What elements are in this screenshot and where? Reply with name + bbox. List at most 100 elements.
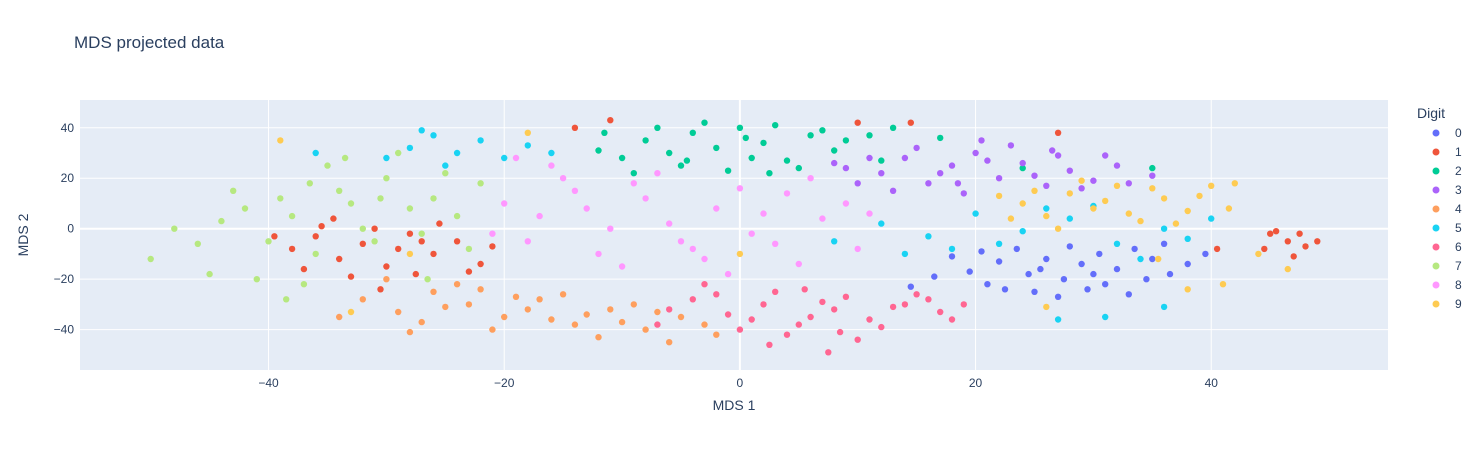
data-point-digit-6	[878, 323, 885, 331]
data-point-digit-0	[948, 253, 956, 260]
data-point-digit-9	[1125, 210, 1133, 217]
data-point-digit-0	[1131, 245, 1138, 253]
y-tick-label: −40	[54, 323, 75, 337]
data-point-digit-6	[766, 341, 773, 348]
data-point-digit-6	[901, 301, 909, 308]
data-point-digit-2	[736, 124, 744, 131]
data-point-digit-8	[701, 255, 708, 263]
data-point-digit-2	[683, 157, 691, 164]
y-axis: −40 −20 0 20 40	[54, 121, 75, 337]
data-point-digit-6	[801, 286, 808, 293]
data-point-digit-6	[701, 281, 708, 288]
data-point-digit-8	[854, 245, 861, 253]
data-point-digit-8	[630, 180, 637, 187]
data-point-digit-0	[907, 283, 914, 290]
data-point-digit-4	[595, 334, 602, 341]
legend-marker-digit-1	[1432, 148, 1440, 156]
data-point-digit-2	[783, 157, 791, 164]
data-point-digit-1	[359, 240, 366, 247]
data-point-digit-4	[465, 301, 473, 308]
data-point-digit-5	[1102, 313, 1109, 321]
data-point-digit-6	[807, 313, 814, 321]
data-point-digit-2	[1019, 164, 1026, 172]
legend-label-digit-0: 0	[1455, 126, 1462, 140]
data-point-digit-8	[536, 212, 543, 220]
points-layer	[147, 117, 1321, 356]
data-point-digit-7	[341, 154, 349, 162]
data-point-digit-7	[241, 205, 249, 212]
data-point-digit-9	[995, 192, 1003, 200]
data-point-digit-0	[995, 258, 1003, 265]
data-point-digit-7	[265, 238, 272, 245]
data-point-digit-5	[524, 142, 531, 149]
data-point-digit-0	[1013, 245, 1020, 253]
data-point-digit-5	[406, 144, 414, 152]
data-point-digit-4	[524, 306, 531, 313]
data-point-digit-3	[1066, 167, 1074, 174]
data-point-digit-7	[336, 187, 343, 194]
data-point-digit-5	[1137, 255, 1144, 263]
data-point-digit-9	[1043, 303, 1050, 311]
data-point-digit-9	[347, 308, 355, 316]
data-point-digit-7	[406, 205, 414, 212]
data-point-digit-7	[171, 225, 178, 232]
data-point-digit-6	[836, 328, 844, 336]
legend-label-digit-7: 7	[1455, 259, 1462, 273]
data-point-digit-7	[430, 195, 437, 202]
data-point-digit-0	[1084, 286, 1091, 293]
data-point-digit-4	[548, 316, 555, 323]
legend-label-digit-4: 4	[1455, 202, 1462, 216]
data-point-digit-1	[430, 250, 437, 258]
data-point-digit-8	[783, 190, 791, 197]
data-point-digit-3	[937, 170, 944, 177]
data-point-digit-3	[1031, 172, 1038, 179]
data-point-digit-1	[406, 230, 414, 237]
data-point-digit-7	[147, 255, 154, 263]
data-point-digit-7	[277, 195, 284, 202]
data-point-digit-8	[571, 187, 579, 194]
legend-marker-digit-5	[1432, 224, 1440, 232]
data-point-digit-1	[1284, 238, 1292, 245]
data-point-digit-1	[336, 255, 343, 263]
data-point-digit-9	[1031, 187, 1038, 194]
x-tick-label: 0	[737, 376, 744, 390]
data-point-digit-6	[819, 298, 826, 306]
data-point-digit-0	[1113, 265, 1121, 273]
data-point-digit-1	[477, 260, 484, 268]
data-point-digit-3	[842, 164, 850, 172]
data-point-digit-4	[359, 296, 366, 303]
data-point-digit-7	[194, 240, 201, 247]
data-point-digit-1	[907, 119, 914, 126]
legend-marker-digit-8	[1432, 281, 1440, 289]
data-point-digit-8	[654, 170, 661, 177]
data-point-digit-6	[795, 321, 802, 328]
data-point-digit-9	[1208, 182, 1215, 189]
data-point-digit-0	[1043, 255, 1050, 263]
data-point-digit-6	[948, 316, 956, 323]
data-point-digit-1	[418, 238, 425, 245]
data-point-digit-3	[972, 149, 979, 157]
data-point-digit-2	[760, 139, 767, 147]
legend-marker-digit-7	[1432, 262, 1440, 270]
data-point-digit-3	[1054, 152, 1062, 159]
data-point-digit-9	[1255, 250, 1262, 258]
data-point-digit-9	[1054, 225, 1062, 232]
data-point-digit-0	[1090, 270, 1097, 278]
data-point-digit-0	[1031, 288, 1038, 295]
x-axis: −40 −20 0 20 40	[258, 376, 1218, 390]
data-point-digit-5	[972, 210, 979, 217]
data-point-digit-4	[583, 311, 590, 318]
data-point-digit-7	[424, 276, 431, 283]
data-point-digit-7	[312, 250, 319, 258]
data-point-digit-2	[666, 149, 673, 157]
data-point-digit-8	[760, 210, 767, 217]
data-point-digit-7	[283, 296, 290, 303]
data-point-digit-2	[766, 170, 773, 177]
data-point-digit-6	[689, 296, 696, 303]
data-point-digit-8	[559, 175, 567, 182]
data-point-digit-0	[1143, 276, 1150, 283]
data-point-digit-0	[1160, 240, 1168, 247]
data-point-digit-4	[442, 303, 449, 311]
data-point-digit-3	[878, 170, 885, 177]
data-point-digit-7	[230, 187, 237, 194]
